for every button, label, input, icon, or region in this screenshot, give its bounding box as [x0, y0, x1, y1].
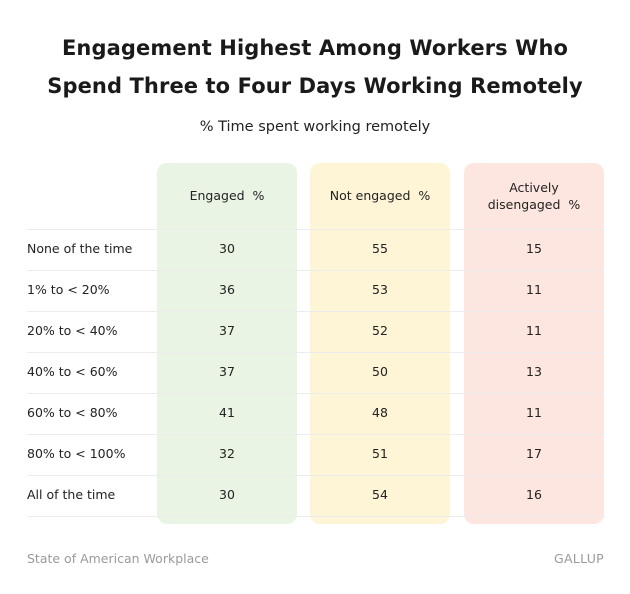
row-label: 40% to < 60%: [27, 364, 118, 379]
row-label: All of the time: [27, 487, 116, 502]
chart-title-line-2: Spend Three to Four Days Working Remotel…: [47, 74, 583, 98]
table-cell-not-engaged: 51: [372, 446, 388, 461]
row-divider: [27, 474, 604, 476]
column-background-not-engaged: [310, 163, 450, 524]
table-cell-actively-disengaged: 15: [526, 241, 542, 256]
column-header-text: Not engaged %: [329, 188, 431, 203]
table-cell-not-engaged: 54: [372, 487, 388, 502]
row-divider: [27, 269, 604, 271]
chart-subtitle: % Time spent working remotely: [199, 119, 431, 135]
column-background-engaged: [157, 163, 297, 524]
column-header-actively-disengaged: Actively disengaged %: [464, 163, 604, 228]
row-divider: [27, 228, 604, 230]
table-cell-not-engaged: 48: [372, 405, 388, 420]
row-label: 1% to < 20%: [27, 282, 110, 297]
table-cell-actively-disengaged: 11: [526, 323, 542, 338]
column-header-engaged: Engaged %: [157, 163, 297, 228]
table-cell-actively-disengaged: 11: [526, 282, 542, 297]
chart-title-line-1: Engagement Highest Among Workers Who: [61, 36, 569, 60]
row-divider: [27, 351, 604, 353]
table-cell-engaged: 32: [219, 446, 235, 461]
table-cell-engaged: 30: [219, 241, 235, 256]
row-label: 20% to < 40%: [27, 323, 118, 338]
row-label: 80% to < 100%: [27, 446, 126, 461]
table-cell-not-engaged: 50: [372, 364, 388, 379]
brand-label: GALLUP: [553, 551, 604, 566]
column-header-text: disengaged %: [487, 196, 581, 212]
table-cell-actively-disengaged: 17: [526, 446, 542, 461]
table-cell-actively-disengaged: 13: [526, 364, 542, 379]
row-divider: [27, 392, 604, 394]
row-label: None of the time: [27, 241, 133, 256]
table-cell-not-engaged: 52: [372, 323, 388, 338]
table-cell-engaged: 36: [219, 282, 235, 297]
row-divider: [27, 515, 604, 517]
column-header-not-engaged: Not engaged %: [310, 163, 450, 228]
column-header-text: Actively: [509, 179, 559, 195]
row-divider: [27, 433, 604, 435]
table-cell-actively-disengaged: 11: [526, 405, 542, 420]
column-background-actively-disengaged: [464, 163, 604, 524]
table-cell-engaged: 37: [219, 364, 235, 379]
row-label: 60% to < 80%: [27, 405, 118, 420]
source-label: State of American Workplace: [27, 551, 209, 566]
table-cell-not-engaged: 55: [372, 241, 388, 256]
row-divider: [27, 310, 604, 312]
table-cell-engaged: 30: [219, 487, 235, 502]
table-cell-not-engaged: 53: [372, 282, 388, 297]
table-cell-engaged: 37: [219, 323, 235, 338]
table-cell-engaged: 41: [219, 405, 235, 420]
column-header-text: Engaged %: [189, 188, 265, 203]
table-cell-actively-disengaged: 16: [526, 487, 542, 502]
